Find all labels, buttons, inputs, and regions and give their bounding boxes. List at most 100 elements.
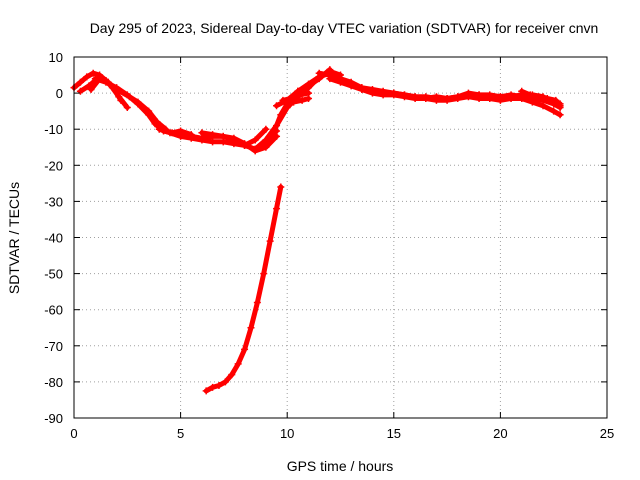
data-point [166, 129, 174, 137]
data-point [273, 102, 281, 110]
series-line [252, 68, 343, 152]
data-point [247, 324, 255, 332]
data-point [464, 89, 472, 97]
data-point [262, 125, 270, 133]
data-point [422, 95, 430, 103]
data-point [209, 131, 217, 139]
y-tick-label: 0 [56, 86, 63, 101]
data-point [262, 136, 270, 144]
data-point [87, 85, 95, 93]
x-axis-label: GPS time / hours [287, 458, 394, 474]
data-point [251, 145, 259, 153]
tick-marks [73, 56, 608, 419]
data-point [400, 91, 408, 99]
data-point [556, 111, 564, 119]
data-point [253, 298, 261, 306]
data-point [83, 73, 91, 81]
data-point [277, 183, 285, 191]
y-tick-label: 10 [49, 50, 63, 65]
series-track-q-late [518, 87, 564, 110]
data-point [89, 69, 97, 77]
plot-frame [73, 56, 608, 419]
data-point [123, 91, 131, 99]
data-point [219, 132, 227, 140]
data-point [277, 111, 285, 119]
series-track-l-short [279, 89, 313, 104]
y-tick-label: -40 [44, 231, 63, 246]
data-point [543, 95, 551, 103]
data-point [454, 93, 462, 101]
data-point [221, 378, 229, 386]
data-point [507, 93, 515, 101]
data-point [151, 120, 159, 128]
data-point [230, 136, 238, 144]
data-point [268, 132, 276, 140]
y-tick-label: -30 [44, 194, 63, 209]
data-point [518, 87, 526, 95]
data-point [496, 93, 504, 101]
data-point [526, 91, 534, 99]
data-point [368, 85, 376, 93]
data-point [202, 387, 210, 395]
data-point [379, 87, 387, 95]
data-point [298, 96, 306, 104]
data-point [123, 104, 131, 112]
data-point [155, 125, 163, 133]
x-tick-label: 10 [280, 426, 294, 441]
chart-title: Day 295 of 2023, Sidereal Day-to-day VTE… [90, 20, 599, 36]
data-point [198, 129, 206, 137]
data-point [535, 93, 543, 101]
data-point [266, 237, 274, 245]
x-tick-label: 25 [600, 426, 614, 441]
data-point [556, 102, 564, 110]
x-tick-label: 20 [493, 426, 507, 441]
y-tick-label: -50 [44, 267, 63, 282]
data-point [145, 111, 153, 119]
data-point [305, 82, 313, 90]
data-point [134, 100, 142, 108]
data-point [241, 141, 249, 149]
data-point [475, 91, 483, 99]
y-tick-label: -20 [44, 158, 63, 173]
data-point [260, 270, 268, 278]
data-point [279, 96, 287, 104]
data-point [486, 91, 494, 99]
y-tick-labels: 10 0 -10 -20 -30 -40 -50 -60 -70 -80 -90 [44, 50, 63, 426]
y-tick-label: -60 [44, 303, 63, 318]
data-point [390, 89, 398, 97]
data-point [358, 84, 366, 92]
series-track-m-short [290, 95, 313, 106]
data-point [432, 93, 440, 101]
data-point [552, 96, 560, 104]
y-tick-label: -70 [44, 339, 63, 354]
series-track-d [91, 75, 195, 139]
data-point [209, 383, 217, 391]
series-line [280, 90, 311, 103]
gridlines [74, 57, 607, 418]
data-point [177, 129, 185, 137]
y-tick-label: -10 [44, 122, 63, 137]
y-tick-label: -80 [44, 375, 63, 390]
data-point [411, 93, 419, 101]
data-point [443, 95, 451, 103]
data-point [76, 87, 84, 95]
data-point [315, 69, 323, 77]
data-point [228, 371, 236, 379]
series-track-h-plunge [202, 183, 285, 395]
data-point [550, 107, 558, 115]
series-track-p-late [347, 80, 564, 112]
series-line [203, 184, 284, 394]
data-point [113, 84, 121, 92]
data-point [347, 80, 355, 88]
data-point [76, 78, 84, 86]
data-point [305, 95, 313, 103]
data-point [91, 75, 99, 83]
x-tick-label: 5 [177, 426, 184, 441]
data-point [290, 98, 298, 106]
data-point [187, 132, 195, 140]
y-tick-label: -90 [44, 411, 63, 426]
data-point [251, 136, 259, 144]
data-point [241, 345, 249, 353]
data-point [337, 78, 344, 86]
